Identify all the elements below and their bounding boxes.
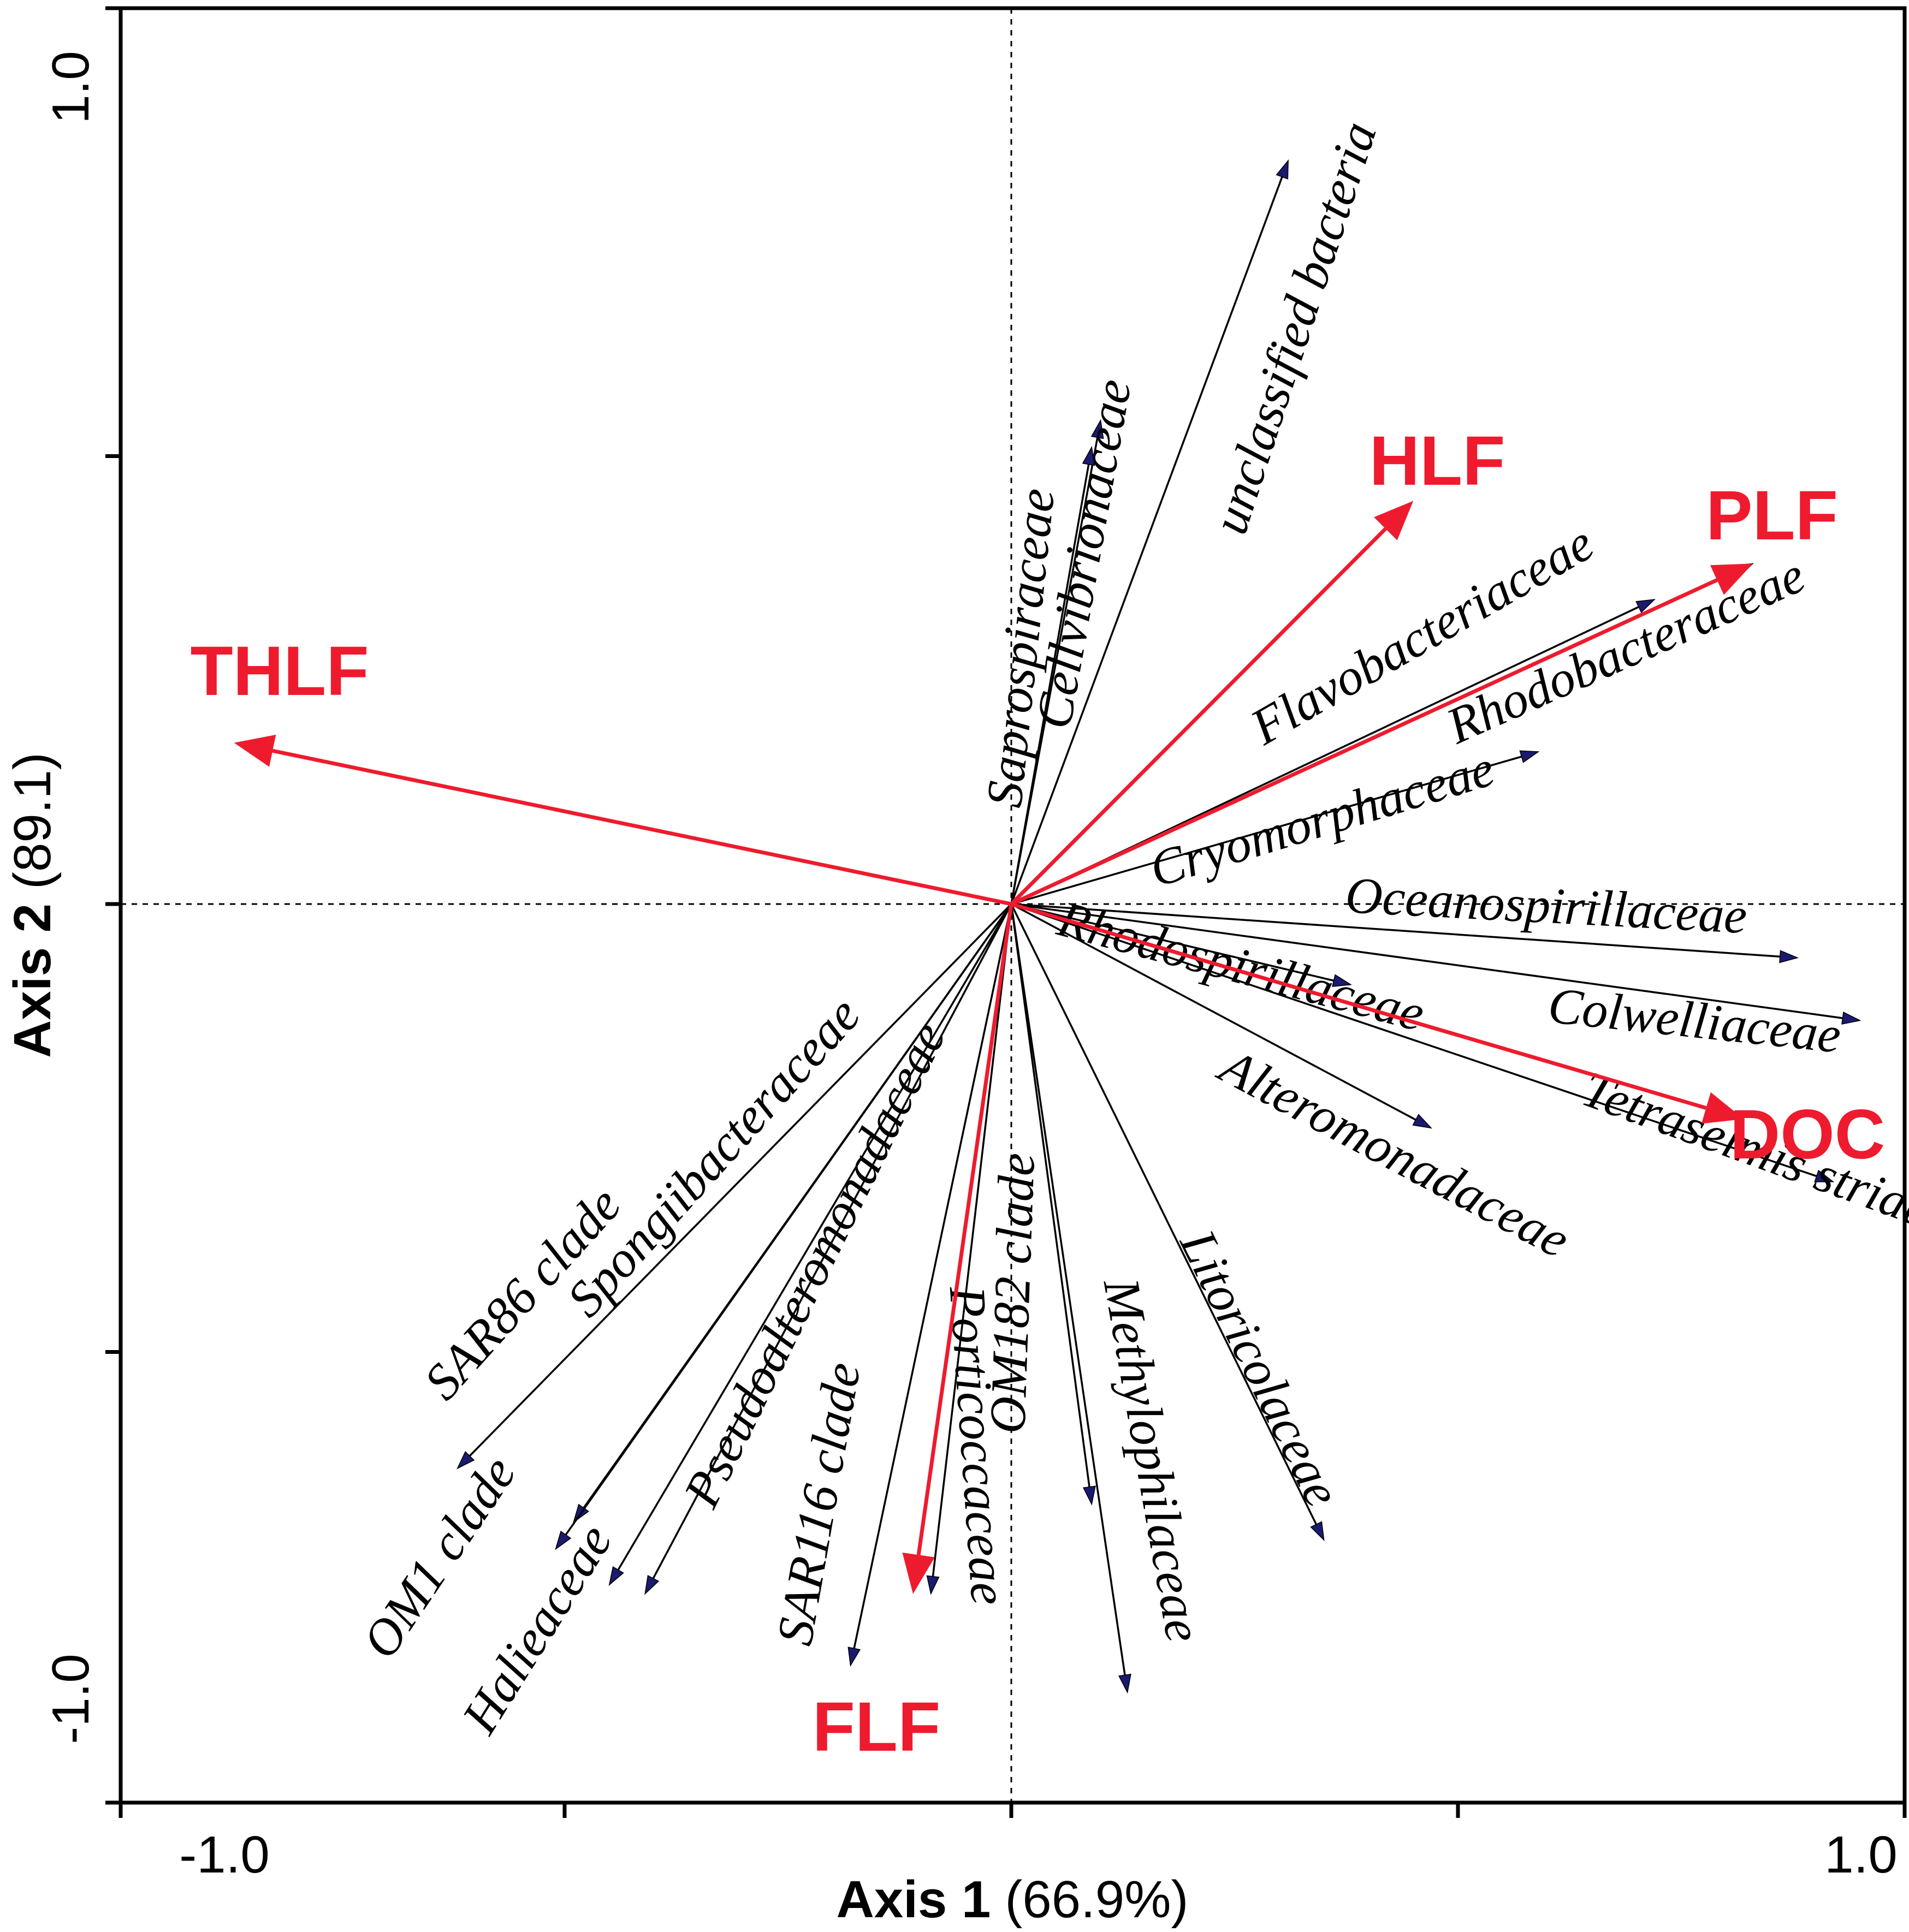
species-arrow-line	[1011, 903, 1334, 982]
env-label: FLF	[813, 1688, 941, 1766]
env-arrowhead	[902, 1553, 935, 1594]
species-arrow-line	[1011, 903, 1780, 958]
env-arrow-line	[916, 903, 1013, 1555]
x-axis-title-percent: (66.9%)	[1005, 1870, 1188, 1929]
species-arrowhead	[1310, 1521, 1325, 1542]
env-vector-thlf: THLF	[191, 632, 1012, 906]
env-vector-flf: FLF	[813, 903, 1013, 1766]
species-arrowhead	[1082, 1485, 1096, 1506]
species-label: Flavobacteriaceae	[1241, 514, 1603, 756]
species-label: Methylophilaceae	[1093, 1273, 1213, 1646]
species-arrowhead	[1779, 950, 1799, 964]
species-label: unclassified bacteria	[1201, 115, 1388, 541]
species-arrow-line	[469, 903, 1012, 1457]
species-arrowhead	[555, 1530, 572, 1550]
species-arrowhead	[1635, 599, 1656, 613]
y-axis-title: Axis 2 (89.1)	[3, 752, 62, 1058]
species-arrowhead	[1090, 419, 1104, 439]
env-arrow-line	[1010, 527, 1387, 906]
species-arrow-line	[1011, 756, 1522, 905]
env-vector-doc: DOC	[1011, 902, 1885, 1174]
environmental-vectors: THLF HLF PLF DOC FLF	[191, 422, 1886, 1766]
env-arrowhead	[234, 734, 276, 767]
species-arrow-line	[1011, 903, 1416, 1121]
env-label: DOC	[1730, 1096, 1885, 1174]
species-arrowhead	[1332, 974, 1352, 987]
species-arrow-line	[1010, 176, 1283, 905]
species-label: OM182 clade	[979, 1152, 1046, 1435]
x-tick-label: 1.0	[1824, 1826, 1897, 1884]
species-arrow-line	[853, 903, 1012, 1649]
species-arrow-line	[1010, 903, 1090, 1487]
x-axis-title: Axis 1 (66.9%)	[837, 1870, 1189, 1929]
env-vector-plf: PLF	[1010, 477, 1838, 906]
species-arrow-line	[1010, 464, 1090, 905]
species-arrow-line	[1010, 903, 1318, 1525]
species-label: SAR116 clade	[766, 1358, 872, 1649]
species-label: Alteromonadaceae	[1208, 1036, 1579, 1269]
species-arrowhead	[1276, 159, 1289, 180]
species-vectors: unclassified bacteriaCellvibrionaceaeSap…	[352, 115, 1909, 1744]
y-axis-tick-labels: 1.0 -1.0	[42, 51, 100, 1744]
species-arrowhead	[1082, 445, 1095, 466]
x-axis-tick-labels: -1.0 1.0	[179, 1826, 1897, 1884]
env-arrow-line	[1011, 902, 1707, 1110]
env-arrow-line	[1010, 578, 1718, 906]
env-arrowhead	[1374, 501, 1414, 540]
y-tick-label: -1.0	[42, 1654, 100, 1744]
species-arrow-line	[652, 903, 1012, 1579]
env-vector-hlf: HLF	[1010, 422, 1505, 906]
y-axis-ticks	[105, 6, 121, 1805]
y-axis-title-main: Axis 2	[3, 903, 62, 1058]
env-arrowhead	[1701, 1092, 1744, 1124]
species-arrow-line	[617, 903, 1012, 1571]
species-arrowhead	[847, 1646, 861, 1667]
species-arrowhead	[644, 1574, 660, 1595]
y-axis-title-percent: (89.1)	[3, 752, 62, 889]
species-vector-om182-clade: OM182 clade	[979, 903, 1096, 1506]
species-arrowhead	[1519, 750, 1540, 763]
species-arrow-line	[932, 903, 1012, 1577]
env-arrow-line	[272, 748, 1012, 906]
species-arrowhead	[1841, 1011, 1861, 1025]
x-tick-label: -1.0	[179, 1826, 269, 1884]
env-label: THLF	[191, 632, 369, 710]
x-axis-ticks	[118, 1803, 1907, 1818]
species-arrowhead	[926, 1575, 940, 1595]
species-arrowhead	[1412, 1114, 1432, 1129]
env-label: PLF	[1706, 477, 1838, 555]
species-label: Oceanospirillaceae	[1344, 867, 1748, 944]
species-arrowhead	[1118, 1673, 1131, 1694]
species-arrowhead	[1814, 1169, 1835, 1182]
y-tick-label: 1.0	[42, 51, 100, 123]
species-arrow-line	[1011, 903, 1843, 1019]
species-arrow-line	[565, 903, 1012, 1536]
species-arrow-line	[1010, 903, 1126, 1675]
species-label: Litoricolaceae	[1169, 1220, 1351, 1515]
x-axis-title-main: Axis 1	[837, 1870, 991, 1929]
species-arrow-line	[1011, 903, 1817, 1178]
species-vector-methylophilaceae: Methylophilaceae	[1010, 903, 1213, 1694]
species-arrowhead	[456, 1451, 475, 1470]
env-arrowhead	[1710, 563, 1753, 595]
species-arrowhead	[608, 1566, 624, 1586]
species-label: Colwelliaceae	[1545, 977, 1843, 1064]
env-label: HLF	[1370, 422, 1505, 500]
